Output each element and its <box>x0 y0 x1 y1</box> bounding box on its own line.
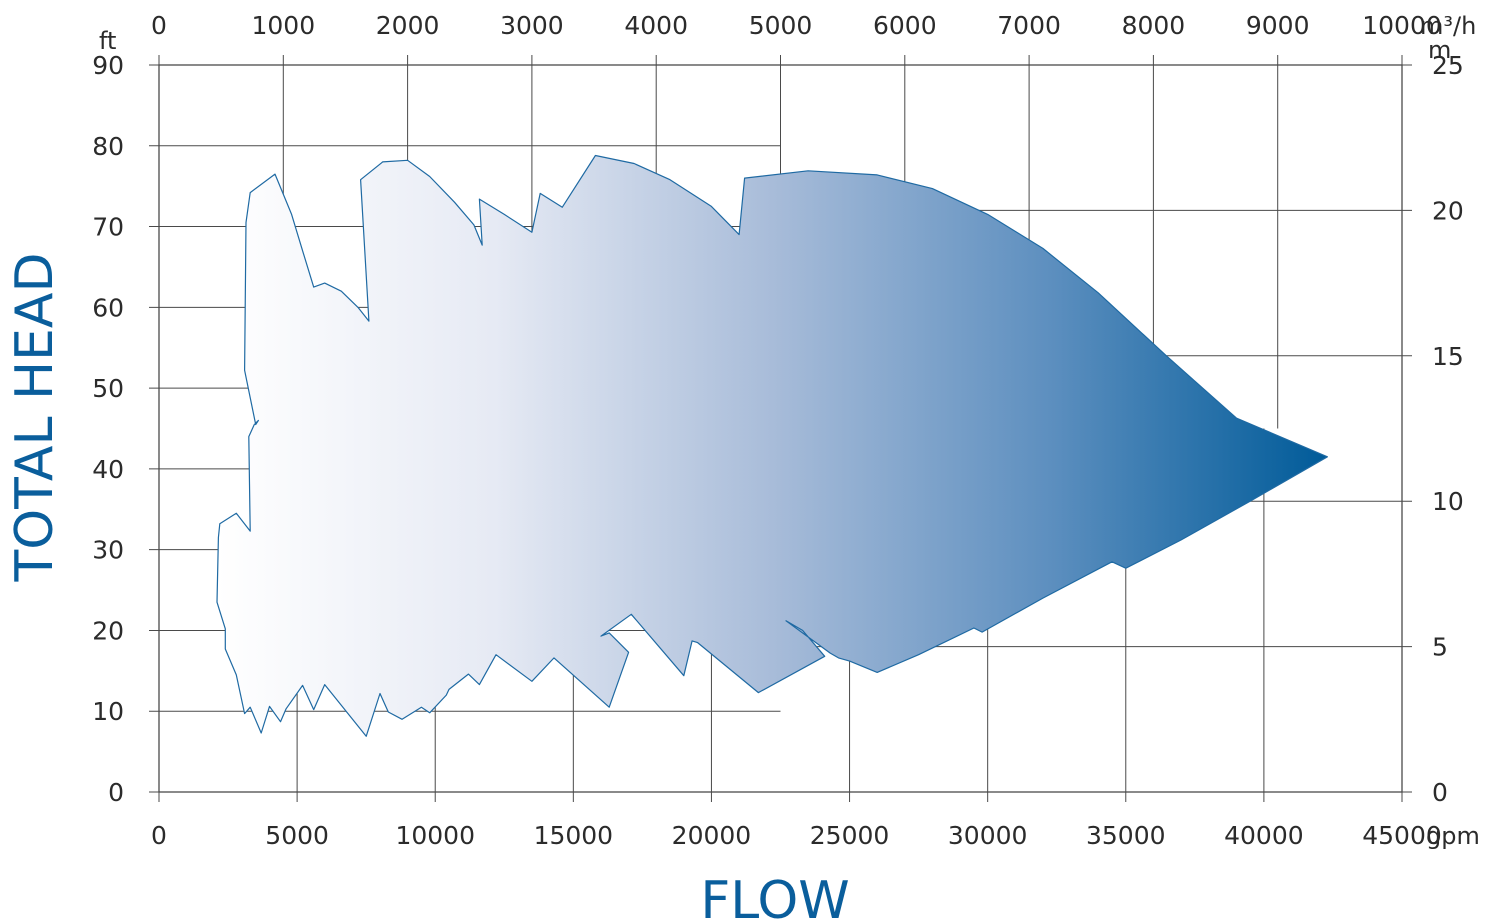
x-bottom-tick-label: 15000 <box>534 821 614 850</box>
y-right-tick-label: 10 <box>1432 487 1464 516</box>
x-top-tick-label: 9000 <box>1246 11 1310 40</box>
y-axis-title: TOTAL HEAD <box>5 252 65 582</box>
x-bottom-tick-label: 25000 <box>810 821 890 850</box>
tick-labels: 0 5000 10000 15000 20000 25000 30000 35000 40000… <box>92 11 1464 850</box>
x-top-tick-label: 0 <box>151 11 167 40</box>
x-top-tick-label: 2000 <box>376 11 440 40</box>
x-bottom-unit-label: gpm <box>1426 822 1480 850</box>
y-left-tick-label: 50 <box>92 374 124 403</box>
y-left-tick-label: 70 <box>92 213 124 242</box>
y-left-tick-label: 80 <box>92 132 124 161</box>
x-bottom-tick-label: 5000 <box>265 821 329 850</box>
y-right-unit-label: m <box>1428 36 1451 64</box>
x-top-tick-label: 5000 <box>749 11 813 40</box>
y-left-tick-label: 20 <box>92 616 124 645</box>
y-left-tick-label: 40 <box>92 455 124 484</box>
y-right-tick-label: 0 <box>1432 778 1448 807</box>
x-top-tick-label: 3000 <box>500 11 564 40</box>
x-bottom-tick-label: 30000 <box>948 821 1028 850</box>
y-right-tick-label: 20 <box>1432 196 1464 225</box>
x-top-tick-label: 1000 <box>251 11 315 40</box>
y-left-tick-label: 30 <box>92 536 124 565</box>
x-bottom-tick-label: 45000 <box>1362 821 1442 850</box>
x-bottom-tick-label: 0 <box>151 821 167 850</box>
x-bottom-tick-label: 35000 <box>1086 821 1166 850</box>
y-left-tick-label: 90 <box>92 51 124 80</box>
x-top-unit-label: m³/h <box>1420 12 1476 40</box>
y-left-tick-label: 10 <box>92 697 124 726</box>
x-bottom-tick-label: 20000 <box>672 821 752 850</box>
plot-frame <box>158 64 1403 793</box>
y-left-tick-label: 0 <box>108 778 124 807</box>
x-top-tick-label: 6000 <box>873 11 937 40</box>
x-top-tick-label: 4000 <box>624 11 688 40</box>
y-left-unit-label: ft <box>99 27 116 55</box>
x-bottom-tick-label: 10000 <box>395 821 475 850</box>
plot-border <box>158 64 1403 793</box>
x-top-tick-label: 8000 <box>1122 11 1186 40</box>
data-area <box>216 154 1328 737</box>
y-left-tick-label: 60 <box>92 293 124 322</box>
x-top-tick-label: 7000 <box>997 11 1061 40</box>
x-bottom-tick-label: 40000 <box>1224 821 1304 850</box>
y-right-tick-label: 5 <box>1432 633 1448 662</box>
y-right-tick-label: 25 <box>1432 51 1464 80</box>
x-axis-title: FLOW <box>700 871 849 924</box>
operating-range-area <box>216 154 1328 737</box>
x-top-tick-label: 10000 <box>1362 11 1442 40</box>
y-right-tick-label: 15 <box>1432 342 1464 371</box>
